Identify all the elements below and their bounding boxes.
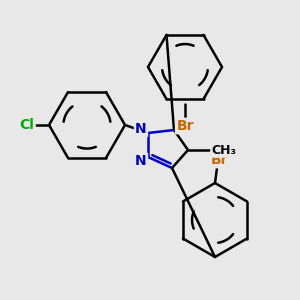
Text: Cl: Cl (20, 118, 34, 132)
Text: Br: Br (210, 153, 228, 167)
Text: N: N (135, 122, 147, 136)
Text: Br: Br (176, 119, 194, 133)
Text: CH₃: CH₃ (212, 143, 236, 157)
Text: N: N (135, 154, 147, 168)
